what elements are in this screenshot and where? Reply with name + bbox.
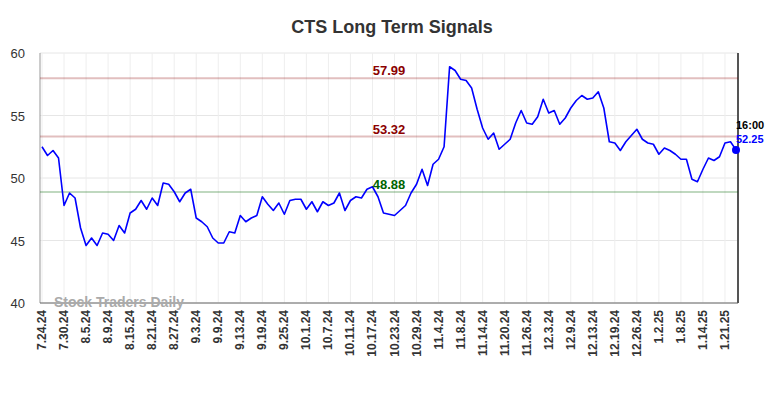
y-tick-label: 45 [11, 234, 25, 249]
y-grid [40, 115, 738, 116]
x-tick-label: 12.19.24 [608, 310, 622, 357]
x-grid [262, 53, 263, 303]
x-grid [196, 53, 197, 303]
x-tick-label: 11.26.24 [520, 310, 534, 356]
y-tick-label: 55 [11, 109, 25, 124]
x-tick-label: 11.8.24 [454, 310, 468, 350]
x-grid [174, 53, 175, 303]
last-value-label: 52.25 [736, 133, 764, 145]
x-tick-label: 11.20.24 [498, 310, 512, 356]
time-label: 16:00 [736, 119, 764, 131]
x-grid [284, 53, 285, 303]
x-tick-label: 9.9.24 [211, 310, 225, 344]
x-grid [108, 53, 109, 303]
x-tick-label: 10.17.24 [365, 310, 379, 357]
x-tick-label: 7.30.24 [57, 310, 71, 350]
x-grid [614, 53, 615, 303]
y-tick-label: 40 [11, 296, 25, 311]
x-tick-label: 8.5.24 [79, 310, 93, 344]
x-tick-label: 12.13.24 [586, 310, 600, 357]
x-tick-label: 10.23.24 [388, 310, 402, 357]
x-tick-label: 9.25.24 [277, 310, 291, 350]
x-tick-label: 12.26.24 [630, 310, 644, 357]
x-grid [570, 53, 571, 303]
y-grid [40, 240, 738, 241]
x-grid [130, 53, 131, 303]
x-grid [548, 53, 549, 303]
y-tick-label: 50 [11, 171, 25, 186]
x-tick-label: 7.24.24 [35, 310, 49, 350]
x-tick-label: 9.19.24 [255, 310, 269, 350]
x-tick-label: 10.11.24 [343, 310, 357, 356]
x-tick-label: 11.4.24 [432, 310, 446, 350]
x-grid [460, 53, 461, 303]
signal-label: 57.99 [373, 63, 406, 78]
x-grid [86, 53, 87, 303]
end-line [737, 53, 739, 303]
x-grid [328, 53, 329, 303]
x-tick-label: 9.13.24 [233, 310, 247, 350]
watermark: Stock Traders Daily [54, 294, 184, 310]
x-grid [240, 53, 241, 303]
x-tick-label: 12.9.24 [564, 310, 578, 350]
x-grid [636, 53, 637, 303]
x-grid [680, 53, 681, 303]
x-grid [504, 53, 505, 303]
x-grid [42, 53, 43, 303]
signal-label: 53.32 [373, 122, 406, 137]
plot [40, 67, 738, 246]
x-tick-label: 12.3.24 [542, 310, 556, 350]
x-tick-label: 9.3.24 [189, 310, 203, 344]
x-tick-label: 8.21.24 [145, 310, 159, 350]
x-tick-label: 11.14.24 [476, 310, 490, 356]
x-grid [218, 53, 219, 303]
x-grid [526, 53, 527, 303]
y-grid [40, 53, 738, 54]
title: CTS Long Term Signals [291, 17, 493, 37]
x-grid [592, 53, 593, 303]
x-tick-label: 8.27.24 [167, 310, 181, 350]
x-tick-label: 1.2.25 [652, 310, 666, 344]
x-tick-label: 10.7.24 [321, 310, 335, 350]
x-grid [702, 53, 703, 303]
x-grid [152, 53, 153, 303]
x-tick-label: 1.14.25 [696, 310, 710, 350]
price-line [42, 67, 736, 246]
y-axis [40, 53, 41, 303]
x-grid [306, 53, 307, 303]
signal-label: 48.88 [373, 177, 406, 192]
last-point [732, 146, 740, 154]
x-tick-label: 8.9.24 [101, 310, 115, 344]
x-tick-label: 1.21.25 [718, 310, 732, 350]
x-tick-label: 10.1.24 [299, 310, 313, 350]
y-tick-label: 60 [11, 46, 25, 61]
chart: CTS Long Term Signals 40 45 50 55 60 7.24.24 7.… [0, 0, 784, 398]
x-grid [64, 53, 65, 303]
x-tick-label: 8.15.24 [123, 310, 137, 350]
x-tick-label: 1.8.25 [674, 310, 688, 344]
x-grid [416, 53, 417, 303]
x-grid [438, 53, 439, 303]
x-grid [658, 53, 659, 303]
x-grid [482, 53, 483, 303]
x-grid [350, 53, 351, 303]
x-tick-label: 10.29.24 [410, 310, 424, 357]
x-grid [724, 53, 725, 303]
